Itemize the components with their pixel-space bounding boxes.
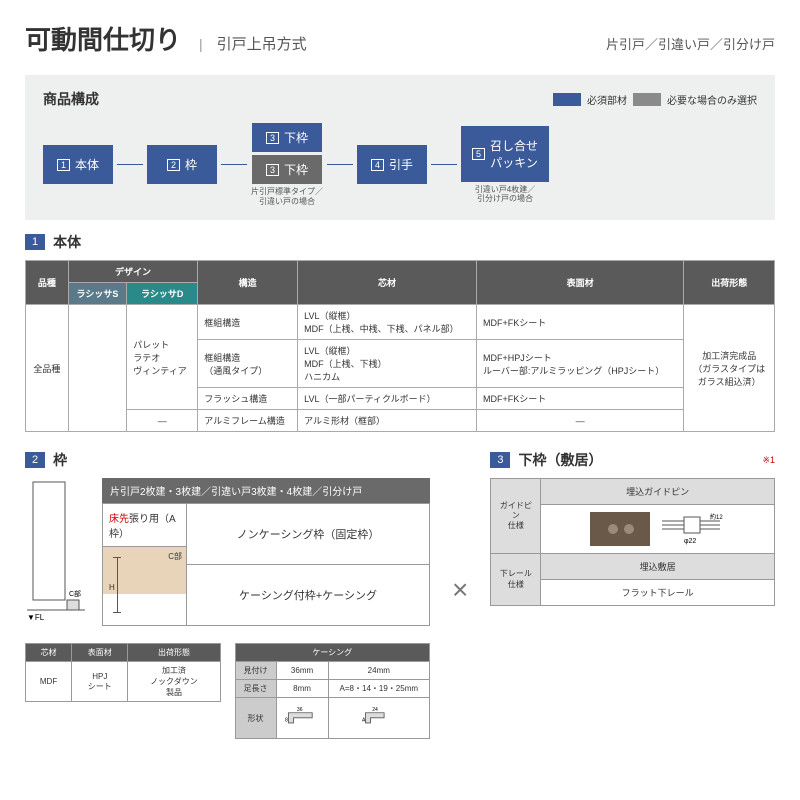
legend-required-swatch (553, 93, 581, 106)
section-3-title: 下枠（敷居） (518, 450, 602, 470)
frame-type-bar: 片引戸2枚建・3枚建／引違い戸3枚建・4枚建／引分け戸 (102, 478, 430, 503)
door-types: 片引戸／引違い戸／引分け戸 (606, 34, 775, 53)
svg-text:約12: 約12 (710, 513, 723, 521)
flow-node-1: 1本体 (43, 145, 113, 184)
main-body-table: 品種 デザイン 構造 芯材 表面材 出荷形態 ラシッサS ラシッサD 全品種 パ… (25, 260, 775, 432)
legend: 必須部材 必要な場合のみ選択 (553, 92, 757, 107)
flow-node-3b: 3下枠 (252, 155, 322, 184)
svg-text:36: 36 (297, 707, 303, 713)
frame-option-1: ノンケーシング枠（固定枠） (187, 504, 429, 565)
section-1-num: 1 (25, 234, 45, 250)
flow-diagram: 1本体 2枠 3下枠 3下枠 片引戸標準タイプ／ 引違い戸の場合 4引手 5召し… (43, 123, 757, 206)
flow-node-3b-note: 片引戸標準タイプ／ 引違い戸の場合 (251, 187, 323, 206)
door-figure: ▼FL C部 (25, 478, 90, 631)
flow-node-5: 5召し合せ パッキン (461, 126, 549, 182)
frame-material-table: 芯材表面材出荷形態 MDFHPJ シート加工済 ノックダウン 製品 (25, 643, 221, 702)
section-2-num: 2 (25, 452, 45, 468)
guide-pin-drawing: φ22 約12 (656, 511, 726, 547)
legend-optional-label: 必要な場合のみ選択 (667, 92, 757, 107)
sill-table: ガイドピン 仕様埋込ガイドピン φ22 約12 下レール 仕様埋込敷居 フラット… (490, 478, 775, 606)
frame-a-figure: C部 H (103, 547, 186, 625)
svg-text:A: A (362, 717, 366, 723)
cross-icon: × (452, 574, 468, 606)
composition-title: 商品構成 (43, 89, 99, 109)
title-divider: | (199, 36, 203, 52)
svg-text:24: 24 (372, 707, 378, 713)
flow-node-4: 4引手 (357, 145, 427, 184)
section-2-title: 枠 (53, 450, 67, 470)
flow-node-5-note: 引違い戸4枚建／ 引分け戸の場合 (475, 185, 535, 204)
page-subtitle: 引戸上吊方式 (217, 33, 307, 54)
svg-text:8: 8 (285, 717, 288, 723)
svg-text:▼FL: ▼FL (27, 613, 45, 622)
legend-required-label: 必須部材 (587, 92, 627, 107)
flow-node-2: 2枠 (147, 145, 217, 184)
section-3-num: 3 (490, 452, 510, 468)
flow-node-3a: 3下枠 (252, 123, 322, 152)
legend-optional-swatch (633, 93, 661, 106)
svg-text:C部: C部 (69, 589, 81, 598)
svg-text:φ22: φ22 (684, 538, 696, 545)
frame-option-2: ケーシング付枠+ケーシング (187, 565, 429, 625)
page-title: 可動間仕切り (25, 20, 181, 57)
guide-pin-photo (590, 512, 650, 546)
section-1-title: 本体 (53, 232, 81, 252)
composition-panel: 商品構成 必須部材 必要な場合のみ選択 1本体 2枠 3下枠 3下枠 片引戸標準… (25, 75, 775, 220)
section-3-note: ※1 (762, 455, 775, 466)
casing-table: ケーシング 見付け36mm24mm 足長さ8mmA=8・14・19・25mm 形… (235, 643, 431, 739)
frame-a-label: 床先張り用（A枠） (103, 504, 186, 547)
